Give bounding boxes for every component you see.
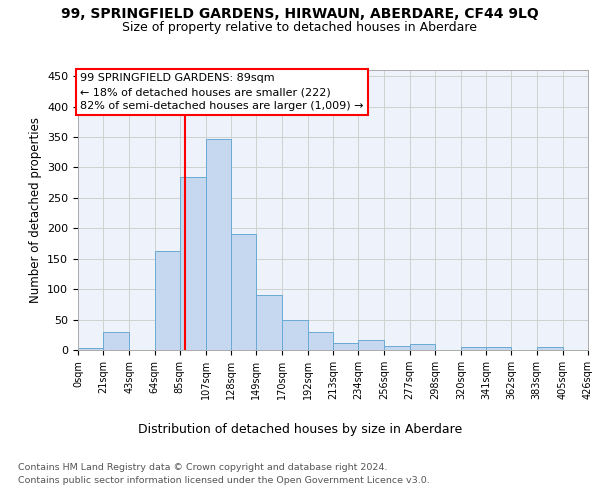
Text: 99, SPRINGFIELD GARDENS, HIRWAUN, ABERDARE, CF44 9LQ: 99, SPRINGFIELD GARDENS, HIRWAUN, ABERDA…	[61, 8, 539, 22]
Bar	[461, 347, 486, 350]
Y-axis label: Number of detached properties: Number of detached properties	[29, 117, 41, 303]
Bar	[281, 320, 308, 350]
Bar	[180, 176, 206, 350]
Text: Contains HM Land Registry data © Crown copyright and database right 2024.: Contains HM Land Registry data © Crown c…	[18, 462, 388, 471]
Bar	[486, 347, 511, 350]
Text: Distribution of detached houses by size in Aberdare: Distribution of detached houses by size …	[138, 422, 462, 436]
Bar	[410, 344, 435, 350]
Bar	[358, 340, 385, 350]
Bar	[78, 348, 103, 350]
Bar	[256, 294, 281, 350]
Bar	[385, 346, 410, 350]
Text: Size of property relative to detached houses in Aberdare: Size of property relative to detached ho…	[122, 21, 478, 34]
Text: 99 SPRINGFIELD GARDENS: 89sqm
← 18% of detached houses are smaller (222)
82% of : 99 SPRINGFIELD GARDENS: 89sqm ← 18% of d…	[80, 73, 364, 111]
Bar	[333, 344, 358, 350]
Text: Contains public sector information licensed under the Open Government Licence v3: Contains public sector information licen…	[18, 476, 430, 485]
Bar	[206, 140, 231, 350]
Bar	[308, 332, 333, 350]
Bar	[155, 252, 180, 350]
Bar	[103, 332, 130, 350]
Bar	[231, 234, 256, 350]
Bar	[536, 347, 563, 350]
